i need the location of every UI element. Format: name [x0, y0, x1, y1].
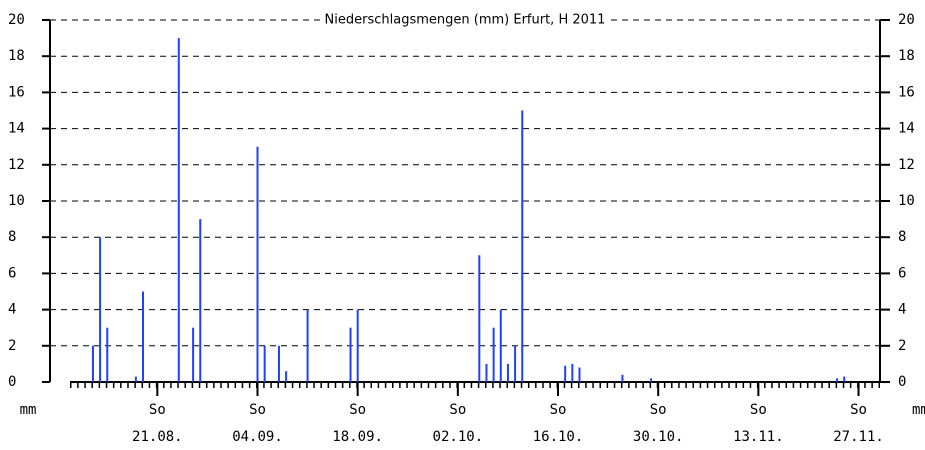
bar: [349, 327, 352, 382]
y-axis-label: mm: [20, 402, 37, 418]
y2-tick-label: 14: [898, 121, 915, 137]
x-tick-weekday: So: [349, 402, 366, 418]
x-tick-weekday: So: [449, 402, 466, 418]
x-tick-weekday: So: [750, 402, 767, 418]
y2-tick-label: 10: [898, 193, 915, 209]
y-tick-label: 20: [8, 12, 25, 28]
bar: [836, 378, 839, 382]
bar: [650, 378, 653, 382]
title-background: [320, 11, 610, 29]
y-tick-label: 8: [8, 229, 16, 245]
x-tick-label: 13.11.: [733, 429, 784, 445]
x-tick-label: 30.10.: [633, 429, 684, 445]
y2-tick-label: 16: [898, 84, 915, 100]
bar: [106, 327, 109, 382]
x-tick-label: 27.11.: [833, 429, 884, 445]
bar: [192, 327, 195, 382]
bar: [256, 146, 259, 382]
bar: [843, 376, 846, 382]
bar: [578, 367, 581, 382]
bar: [564, 365, 567, 382]
y-tick-label: 16: [8, 84, 25, 100]
bar: [492, 327, 495, 382]
x-tick-weekday: So: [550, 402, 567, 418]
y2-axis-label: mm: [912, 402, 925, 418]
y-tick-label: 14: [8, 121, 25, 137]
x-tick-weekday: So: [850, 402, 867, 418]
bar: [142, 291, 145, 382]
y2-tick-label: 4: [898, 302, 906, 318]
x-tick-label: 02.10.: [433, 429, 484, 445]
x-tick-label: 16.10.: [533, 429, 584, 445]
y2-tick-label: 2: [898, 338, 906, 354]
y2-tick-label: 12: [898, 157, 915, 173]
chart-title: Niederschlagsmengen (mm) Erfurt, H 2011: [325, 13, 606, 28]
x-tick-weekday: So: [249, 402, 266, 418]
y2-tick-label: 0: [898, 374, 906, 390]
bar: [177, 38, 180, 382]
bar: [356, 309, 359, 382]
bar: [277, 345, 280, 382]
bar: [199, 219, 202, 382]
bar: [478, 255, 481, 382]
y2-tick-label: 18: [898, 48, 915, 64]
bar: [485, 363, 488, 382]
y-tick-label: 6: [8, 265, 16, 281]
y2-tick-label: 8: [898, 229, 906, 245]
bar: [506, 363, 509, 382]
y-tick-label: 2: [8, 338, 16, 354]
bar: [91, 345, 94, 382]
bar: [571, 363, 574, 382]
x-tick-weekday: So: [149, 402, 166, 418]
bar: [499, 309, 502, 382]
bar: [263, 345, 266, 382]
bar: [514, 345, 517, 382]
x-tick-label: 21.08.: [132, 429, 183, 445]
y2-tick-label: 6: [898, 265, 906, 281]
bar: [521, 110, 524, 382]
bar: [285, 371, 288, 382]
y2-tick-label: 20: [898, 12, 915, 28]
y-tick-label: 10: [8, 193, 25, 209]
x-tick-label: 04.09.: [232, 429, 283, 445]
y-tick-label: 4: [8, 302, 16, 318]
x-tick-weekday: So: [650, 402, 667, 418]
bar: [134, 376, 137, 382]
bar: [306, 309, 309, 382]
bar: [99, 237, 102, 382]
y-tick-label: 18: [8, 48, 25, 64]
bar: [621, 374, 624, 382]
y-tick-label: 12: [8, 157, 25, 173]
x-tick-label: 18.09.: [332, 429, 383, 445]
y-tick-label: 0: [8, 374, 16, 390]
